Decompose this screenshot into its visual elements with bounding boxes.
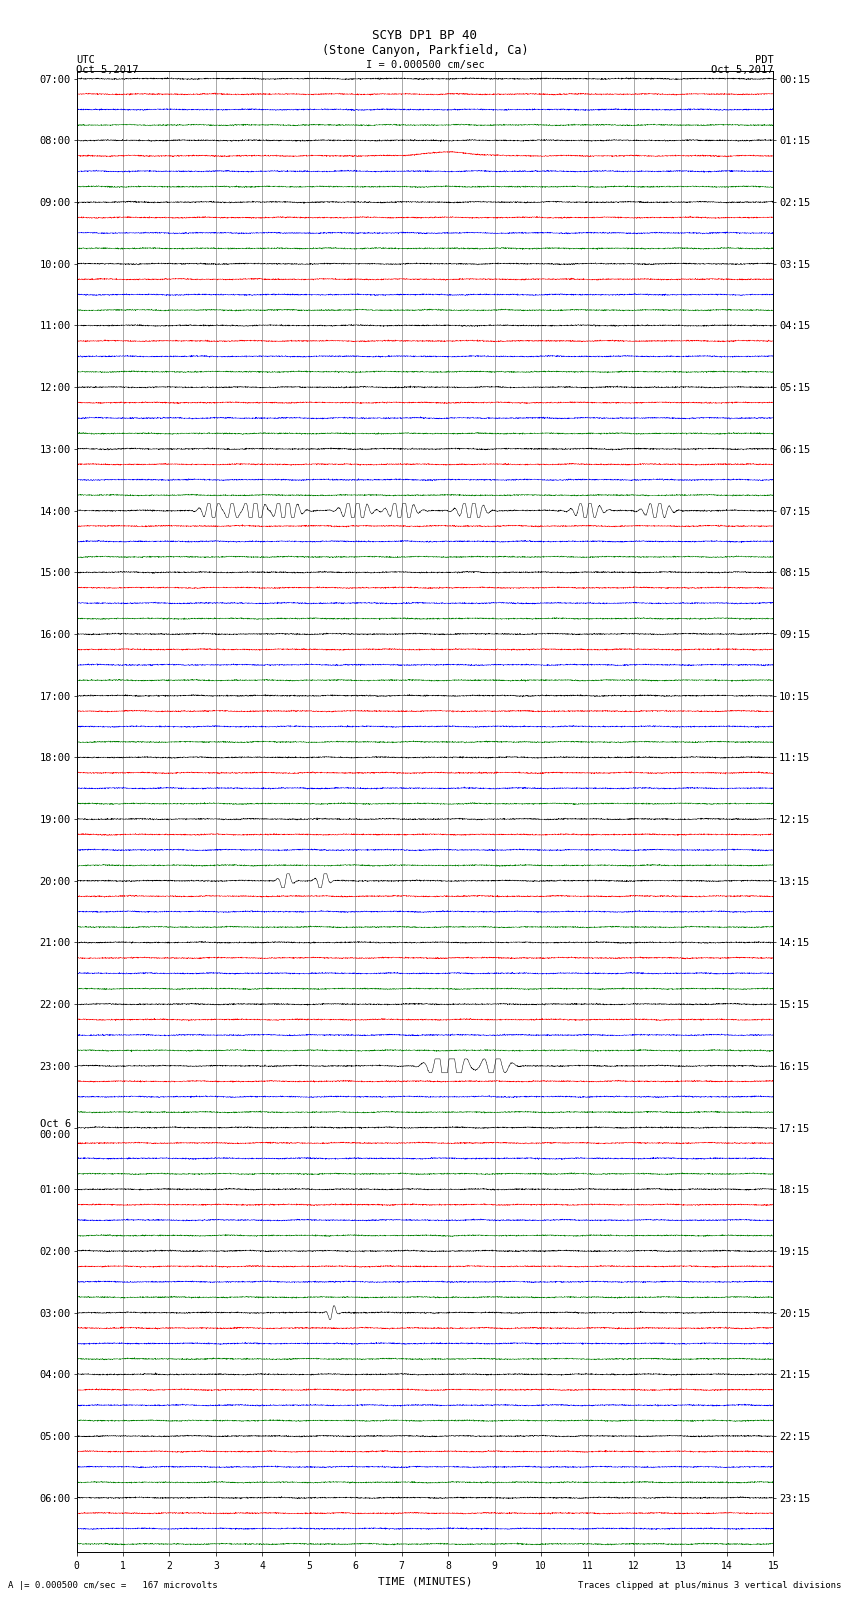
Text: A |= 0.000500 cm/sec =   167 microvolts: A |= 0.000500 cm/sec = 167 microvolts [8, 1581, 218, 1590]
Text: UTC: UTC [76, 55, 95, 65]
Text: SCYB DP1 BP 40: SCYB DP1 BP 40 [372, 29, 478, 42]
Text: PDT: PDT [755, 55, 774, 65]
Text: Traces clipped at plus/minus 3 vertical divisions: Traces clipped at plus/minus 3 vertical … [578, 1581, 842, 1590]
Text: (Stone Canyon, Parkfield, Ca): (Stone Canyon, Parkfield, Ca) [321, 44, 529, 56]
X-axis label: TIME (MINUTES): TIME (MINUTES) [377, 1576, 473, 1586]
Text: Oct 5,2017: Oct 5,2017 [711, 65, 774, 74]
Text: Oct 5,2017: Oct 5,2017 [76, 65, 139, 74]
Text: I = 0.000500 cm/sec: I = 0.000500 cm/sec [366, 60, 484, 69]
